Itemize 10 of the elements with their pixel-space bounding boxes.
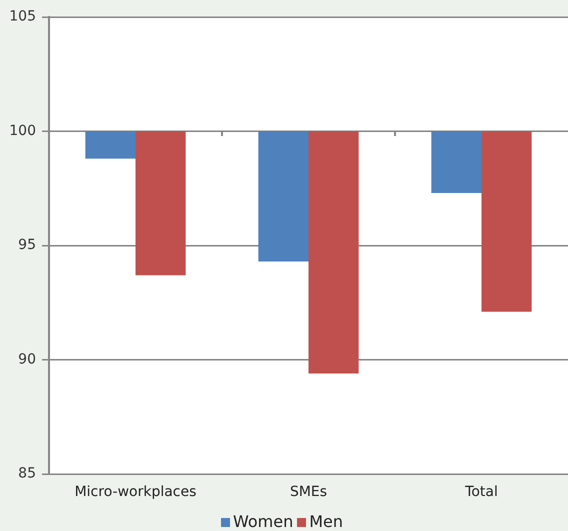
- x-tick-label: Total: [464, 484, 498, 500]
- x-tick-label: SMEs: [290, 484, 328, 500]
- legend-label: Women: [232, 512, 294, 531]
- y-tick-label: 95: [18, 237, 36, 254]
- y-tick-label: 85: [18, 466, 36, 482]
- x-tick-label: Micro-workplaces: [74, 484, 196, 500]
- y-tick-label: 90: [18, 351, 36, 368]
- y-tick-label: 100: [9, 122, 36, 139]
- legend-label: Men: [309, 512, 344, 531]
- y-tick-label: 105: [9, 8, 36, 25]
